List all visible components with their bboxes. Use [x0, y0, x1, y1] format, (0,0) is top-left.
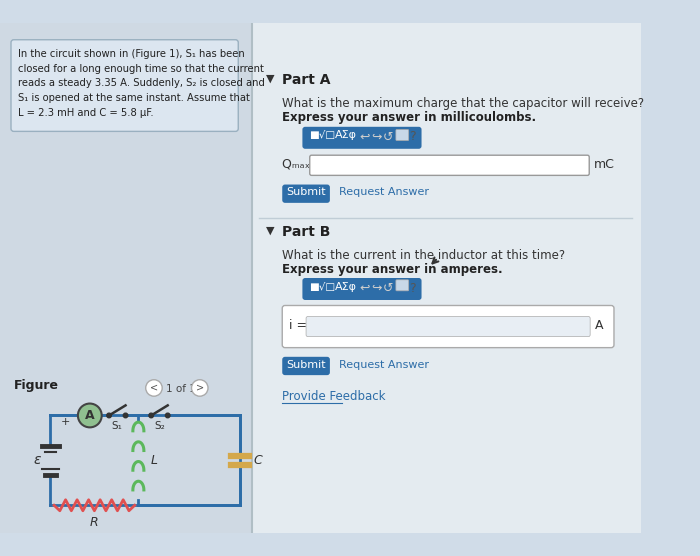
Text: Qₘₐₓ =: Qₘₐₓ =	[282, 158, 325, 171]
Text: >: >	[196, 383, 204, 393]
Text: Part B: Part B	[282, 225, 330, 239]
Text: ΑΣφ: ΑΣφ	[335, 282, 356, 292]
Text: reads a steady 3.35 A. Suddenly, S₂ is closed and: reads a steady 3.35 A. Suddenly, S₂ is c…	[18, 78, 265, 88]
Circle shape	[78, 404, 102, 428]
FancyBboxPatch shape	[396, 130, 409, 141]
Text: Submit: Submit	[286, 360, 326, 370]
Text: ▼: ▼	[266, 226, 274, 236]
FancyBboxPatch shape	[309, 155, 589, 175]
Text: Request Answer: Request Answer	[339, 187, 429, 197]
Text: ↩: ↩	[359, 131, 370, 143]
Text: 1 of 1: 1 of 1	[166, 384, 196, 394]
FancyBboxPatch shape	[282, 185, 330, 203]
Circle shape	[149, 413, 153, 418]
Text: ↪: ↪	[371, 282, 382, 295]
Bar	[0, 23, 252, 533]
Text: ΑΣφ: ΑΣφ	[335, 131, 356, 141]
Text: ?: ?	[409, 131, 415, 143]
Text: ?: ?	[409, 282, 415, 295]
Text: What is the maximum charge that the capacitor will receive?: What is the maximum charge that the capa…	[282, 97, 645, 110]
Text: ↺: ↺	[383, 282, 393, 295]
Text: ■√□: ■√□	[309, 131, 335, 141]
Text: Submit: Submit	[286, 187, 326, 197]
Text: ↩: ↩	[359, 282, 370, 295]
Text: Figure: Figure	[14, 379, 59, 392]
FancyBboxPatch shape	[302, 127, 421, 149]
Text: S₁ is opened at the same instant. Assume that: S₁ is opened at the same instant. Assume…	[18, 93, 250, 103]
Text: <: <	[150, 383, 158, 393]
Text: L: L	[150, 454, 158, 467]
Text: C: C	[254, 454, 262, 467]
Text: Express your answer in millicoulombs.: Express your answer in millicoulombs.	[282, 111, 536, 124]
Text: ε: ε	[34, 453, 41, 468]
Circle shape	[107, 413, 111, 418]
Text: A: A	[595, 319, 603, 332]
Text: closed for a long enough time so that the current: closed for a long enough time so that th…	[18, 63, 264, 73]
Circle shape	[146, 380, 162, 396]
Text: R: R	[90, 517, 99, 529]
FancyBboxPatch shape	[306, 316, 590, 336]
Bar	[252, 23, 641, 533]
Text: +: +	[60, 418, 70, 428]
FancyBboxPatch shape	[11, 39, 238, 131]
Text: S₁: S₁	[112, 421, 122, 431]
Text: In the circuit shown in (Figure 1), S₁ has been: In the circuit shown in (Figure 1), S₁ h…	[18, 49, 245, 59]
Text: ↺: ↺	[383, 131, 393, 143]
Text: Express your answer in amperes.: Express your answer in amperes.	[282, 264, 503, 276]
Text: Request Answer: Request Answer	[339, 360, 429, 370]
Text: ↪: ↪	[371, 131, 382, 143]
Text: Part A: Part A	[282, 73, 330, 87]
FancyBboxPatch shape	[302, 278, 421, 300]
Text: What is the current in the inductor at this time?: What is the current in the inductor at t…	[282, 249, 566, 262]
Circle shape	[192, 380, 208, 396]
Text: L = 2.3 mH and C = 5.8 μF.: L = 2.3 mH and C = 5.8 μF.	[18, 107, 154, 117]
Text: mC: mC	[594, 158, 615, 171]
FancyBboxPatch shape	[282, 357, 330, 375]
FancyBboxPatch shape	[396, 280, 409, 291]
Text: ▼: ▼	[266, 73, 274, 83]
Circle shape	[123, 413, 128, 418]
Text: ■√□: ■√□	[309, 282, 335, 292]
Circle shape	[165, 413, 170, 418]
Text: S₂: S₂	[154, 421, 164, 431]
FancyBboxPatch shape	[282, 305, 614, 348]
Text: Provide Feedback: Provide Feedback	[282, 390, 386, 403]
Text: i =: i =	[288, 319, 307, 332]
Text: A: A	[85, 409, 95, 422]
